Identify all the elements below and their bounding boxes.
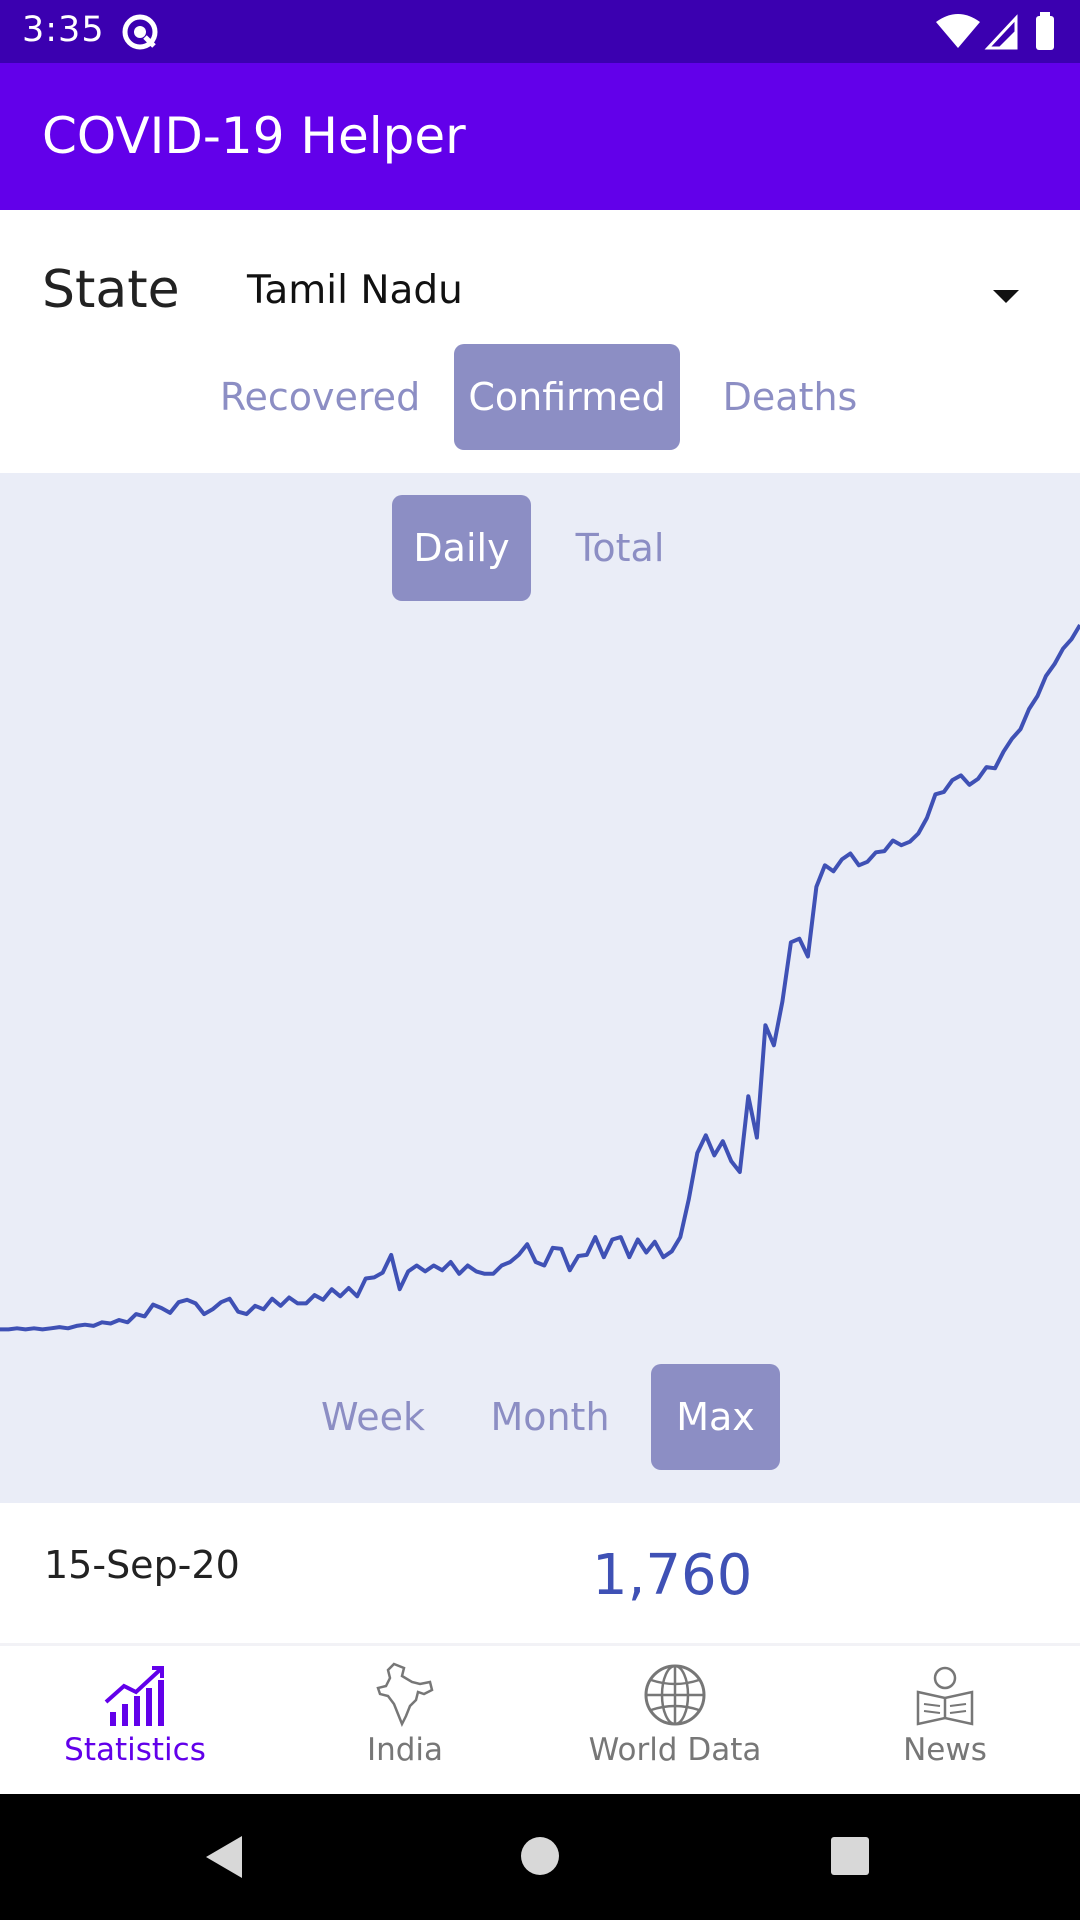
state-dropdown[interactable]: Tamil Nadu bbox=[245, 260, 1025, 330]
wifi-icon bbox=[936, 14, 980, 48]
tab-confirmed[interactable]: Confirmed bbox=[454, 344, 680, 450]
nav-world-data[interactable]: World Data bbox=[540, 1646, 810, 1794]
back-icon[interactable] bbox=[204, 1834, 244, 1880]
bottom-navigation: Statistics India World Data News bbox=[0, 1646, 1080, 1794]
range-month[interactable]: Month bbox=[490, 1395, 610, 1439]
divider bbox=[0, 1643, 1080, 1646]
nav-india[interactable]: India bbox=[270, 1646, 540, 1794]
system-status-icons bbox=[936, 12, 1054, 50]
state-selected-value: Tamil Nadu bbox=[247, 268, 463, 313]
home-icon[interactable] bbox=[520, 1836, 560, 1876]
nav-india-label: India bbox=[366, 1732, 444, 1768]
status-bar: 3:35 bbox=[0, 0, 1080, 63]
nav-statistics[interactable]: Statistics bbox=[0, 1646, 270, 1794]
recents-icon[interactable] bbox=[830, 1836, 870, 1876]
tab-total[interactable]: Total bbox=[575, 526, 665, 570]
globe-icon bbox=[644, 1664, 706, 1726]
state-row: State Tamil Nadu bbox=[0, 210, 1080, 360]
range-max[interactable]: Max bbox=[651, 1364, 780, 1470]
bar-chart-icon bbox=[104, 1666, 164, 1726]
nav-statistics-label: Statistics bbox=[64, 1732, 206, 1768]
tab-daily[interactable]: Daily bbox=[392, 495, 531, 601]
system-navigation-bar bbox=[0, 1794, 1080, 1920]
range-week[interactable]: Week bbox=[320, 1395, 426, 1439]
nav-news[interactable]: News bbox=[810, 1646, 1080, 1794]
daily-confirmed-chart bbox=[0, 623, 1080, 1332]
summary-row: 15-Sep-20 1,760 bbox=[0, 1503, 1080, 1643]
india-map-icon bbox=[376, 1662, 434, 1728]
nav-world-data-label: World Data bbox=[588, 1732, 762, 1768]
selected-date: 15-Sep-20 bbox=[44, 1543, 240, 1587]
selected-value: 1,760 bbox=[592, 1543, 753, 1608]
nav-news-label: News bbox=[903, 1732, 987, 1768]
newspaper-reader-icon bbox=[916, 1666, 974, 1726]
tab-deaths[interactable]: Deaths bbox=[722, 375, 858, 419]
chart-area: Daily Total Week Month Max bbox=[0, 473, 1080, 1503]
app-title: COVID-19 Helper bbox=[42, 107, 466, 165]
dropdown-arrow-icon bbox=[993, 290, 1019, 303]
tab-recovered[interactable]: Recovered bbox=[219, 375, 421, 419]
app-bar: COVID-19 Helper bbox=[0, 63, 1080, 210]
state-label: State bbox=[42, 260, 180, 320]
series-line-daily-confirmed[interactable] bbox=[0, 623, 1080, 1332]
status-time: 3:35 bbox=[22, 10, 105, 50]
battery-icon bbox=[1036, 16, 1054, 50]
at-sign-icon bbox=[122, 14, 158, 50]
